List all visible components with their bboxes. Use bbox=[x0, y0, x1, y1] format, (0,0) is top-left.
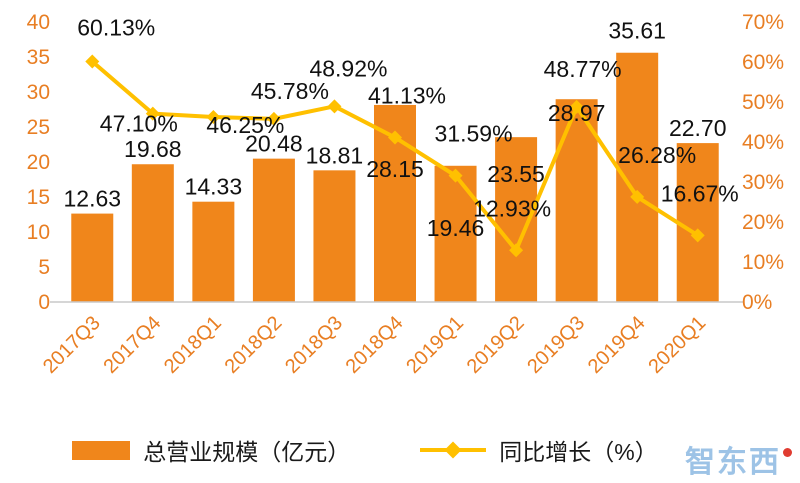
left-axis-tick-label: 35 bbox=[27, 46, 50, 69]
left-axis-tick-label: 20 bbox=[27, 151, 50, 174]
watermark-logo: 智东西 bbox=[685, 446, 792, 479]
line-data-label: 48.92% bbox=[309, 55, 387, 81]
watermark-dot-icon bbox=[783, 448, 792, 457]
line-data-label: 46.25% bbox=[206, 112, 284, 138]
right-axis-tick-label: 70% bbox=[742, 11, 784, 34]
legend-item-bar-series: 总营业规模（亿元） bbox=[72, 433, 350, 467]
x-category-label: 2019Q3 bbox=[523, 312, 589, 378]
line-data-label: 45.78% bbox=[251, 78, 329, 104]
line-series-swatch-icon bbox=[420, 441, 487, 459]
left-axis-tick-label: 15 bbox=[27, 186, 50, 209]
bar-data-label: 28.15 bbox=[366, 156, 424, 182]
line-marker-diamond-icon bbox=[85, 54, 100, 69]
bar-data-label: 23.55 bbox=[487, 161, 545, 187]
line-marker-diamond-icon bbox=[448, 168, 463, 183]
left-axis-tick-label: 5 bbox=[38, 256, 50, 279]
bar-2018Q3 bbox=[313, 170, 356, 302]
right-axis-tick-label: 60% bbox=[742, 51, 784, 74]
left-axis-tick-label: 0 bbox=[38, 291, 50, 314]
line-data-label: 60.13% bbox=[77, 14, 155, 40]
chart-legend: 总营业规模（亿元） 同比增长（%） bbox=[0, 425, 730, 475]
left-axis-tick-label: 10 bbox=[27, 221, 50, 244]
right-axis-tick-label: 50% bbox=[742, 91, 784, 114]
bar-data-label: 22.70 bbox=[669, 115, 727, 141]
watermark-text: 智东西 bbox=[685, 446, 781, 479]
left-axis-tick-label: 40 bbox=[27, 11, 50, 34]
bar-2018Q2 bbox=[252, 158, 295, 302]
x-category-label: 2017Q3 bbox=[39, 312, 105, 378]
right-axis-tick-label: 10% bbox=[742, 251, 784, 274]
line-data-label: 41.13% bbox=[368, 82, 446, 108]
right-axis-tick-label: 0% bbox=[742, 291, 772, 314]
line-marker-diamond-icon bbox=[266, 111, 281, 126]
line-marker-diamond-icon bbox=[206, 110, 221, 124]
right-axis-tick-label: 40% bbox=[742, 131, 784, 154]
line-data-label: 31.59% bbox=[435, 121, 513, 147]
bar-2019Q3 bbox=[555, 99, 598, 303]
x-category-label: 2019Q1 bbox=[402, 312, 468, 378]
left-axis-tick-label: 25 bbox=[27, 116, 50, 139]
bar-data-label: 19.68 bbox=[124, 136, 182, 162]
bar-data-label: 12.63 bbox=[63, 186, 121, 212]
line-data-label: 48.77% bbox=[544, 56, 622, 82]
line-data-label: 16.67% bbox=[661, 180, 739, 206]
line-marker-diamond-icon bbox=[569, 99, 584, 114]
x-category-label: 2020Q1 bbox=[644, 312, 710, 378]
bar-data-label: 20.48 bbox=[245, 131, 303, 157]
line-marker-diamond-icon bbox=[327, 99, 342, 114]
x-category-label: 2019Q4 bbox=[584, 312, 650, 378]
right-axis-tick-label: 30% bbox=[742, 171, 784, 194]
legend-item-line-series: 同比增长（%） bbox=[420, 433, 658, 467]
x-category-label: 2018Q1 bbox=[160, 312, 226, 378]
bar-series-swatch-icon bbox=[72, 440, 131, 460]
legend-line-label: 同比增长（%） bbox=[499, 439, 658, 465]
bar-data-label: 19.46 bbox=[427, 215, 485, 241]
line-marker-diamond-icon bbox=[388, 130, 402, 145]
line-swatch-diamond-icon bbox=[444, 441, 462, 459]
bar-2020Q1 bbox=[676, 143, 719, 302]
line-data-label: 47.10% bbox=[100, 111, 178, 137]
bar-data-label: 14.33 bbox=[185, 174, 243, 200]
right-axis-tick-label: 20% bbox=[742, 211, 784, 234]
line-data-label: 26.28% bbox=[618, 142, 696, 168]
x-category-label: 2018Q2 bbox=[221, 312, 287, 378]
x-category-label: 2019Q2 bbox=[463, 312, 529, 378]
legend-bar-label: 总营业规模（亿元） bbox=[143, 439, 351, 465]
bar-2018Q1 bbox=[192, 201, 235, 302]
bar-data-label: 18.81 bbox=[306, 142, 364, 168]
x-category-label: 2018Q3 bbox=[281, 312, 347, 378]
bar-data-label: 35.61 bbox=[608, 18, 666, 44]
bar-2017Q3 bbox=[71, 213, 114, 302]
line-marker-diamond-icon bbox=[630, 189, 645, 204]
bar-data-label: 28.97 bbox=[548, 100, 606, 126]
bar-2019Q1 bbox=[434, 165, 477, 302]
bar-2017Q4 bbox=[131, 164, 174, 302]
line-marker-diamond-icon bbox=[145, 106, 160, 121]
line-marker-diamond-icon bbox=[690, 228, 705, 243]
line-data-label: 12.93% bbox=[473, 195, 551, 221]
line-marker-diamond-icon bbox=[509, 243, 524, 258]
x-category-label: 2018Q4 bbox=[342, 312, 408, 378]
chart: 12.63 19.68 14.33 20.48 18.81 28.15 19.46 23.55… bbox=[27, 11, 784, 378]
left-axis-tick-label: 30 bbox=[27, 81, 50, 104]
x-category-label: 2017Q4 bbox=[99, 312, 165, 378]
